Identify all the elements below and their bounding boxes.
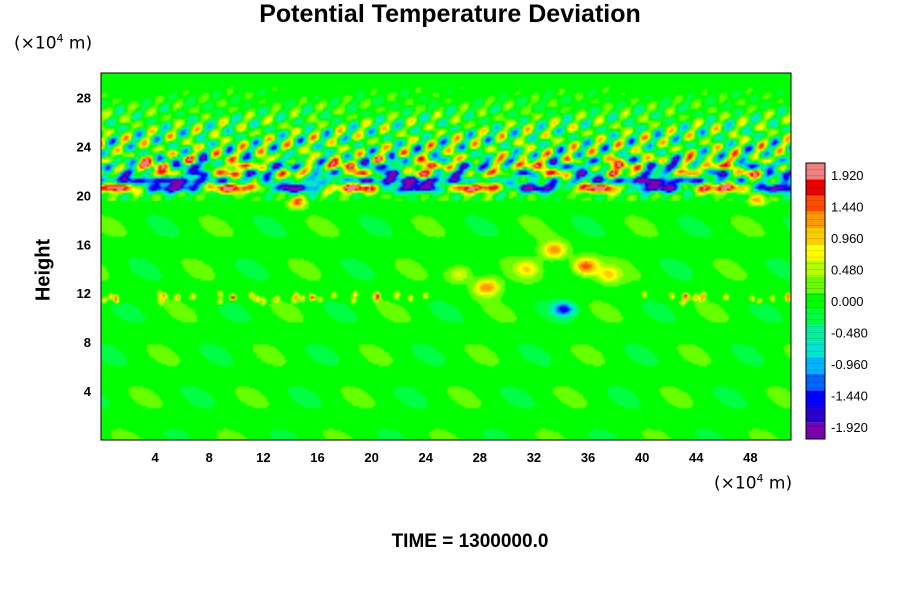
x-tick-label: 16 xyxy=(310,450,324,465)
colorbar-tick-label: 0.480 xyxy=(831,262,864,277)
x-tick-label: 40 xyxy=(635,450,649,465)
y-tick-label: 12 xyxy=(77,286,91,301)
colorbar-segment xyxy=(806,260,825,277)
x-tick-label: 4 xyxy=(152,450,160,465)
x-axis-unit: (×104 m) xyxy=(714,472,793,494)
x-tick-label: 12 xyxy=(256,450,270,465)
colorbar-segment xyxy=(806,422,825,439)
colorbar-tick-label: 0.960 xyxy=(831,231,864,246)
colorbar-segment xyxy=(806,374,825,391)
colorbar-tick-label: 1.920 xyxy=(831,168,864,183)
x-tick-label: 20 xyxy=(364,450,378,465)
x-tick-label: 28 xyxy=(473,450,487,465)
x-tick-label: 8 xyxy=(206,450,213,465)
colorbar-segment xyxy=(806,227,825,245)
colorbar-segment xyxy=(806,163,825,180)
colorbar-tick-label: -1.440 xyxy=(831,389,868,404)
y-tick-label: 20 xyxy=(77,188,91,203)
x-tick-label: 36 xyxy=(581,450,595,465)
colorbar-segment xyxy=(806,341,825,358)
colorbar-segment xyxy=(806,325,825,342)
colorbar-segment xyxy=(806,390,825,407)
colorbar-segment xyxy=(806,244,825,261)
y-tick-label: 28 xyxy=(77,90,91,105)
colorbar-segment xyxy=(806,179,825,196)
colorbar-tick-label: -0.960 xyxy=(831,357,868,372)
colorbar-segment xyxy=(806,309,825,326)
y-tick-label: 8 xyxy=(84,335,91,350)
colorbar-tick-label: -1.920 xyxy=(831,420,868,435)
chart-title: Potential Temperature Deviation xyxy=(259,0,641,28)
colorbar-tick-label: 1.440 xyxy=(831,199,864,214)
colorbar-frame xyxy=(805,162,826,440)
colorbar-segment xyxy=(806,292,825,310)
x-tick-label: 24 xyxy=(418,450,433,465)
y-tick-label: 16 xyxy=(77,237,91,252)
x-tick-label: 44 xyxy=(689,450,704,465)
colorbar-segment xyxy=(806,357,825,375)
colorbar-tick-label: 0.000 xyxy=(831,294,864,309)
colorbar-segment xyxy=(806,195,825,212)
colorbar-segment xyxy=(806,211,825,228)
colorbar xyxy=(805,162,826,440)
colorbar-segment xyxy=(806,406,825,423)
heatmap-field xyxy=(101,73,791,440)
colorbar-ticks: 1.920 1.440 0.960 0.480 0.000 -0.480 -0.960 -1.… xyxy=(831,168,868,435)
y-axis-unit: (×104 m) xyxy=(14,32,93,54)
x-axis-ticks: 4 8 12 16 20 24 28 32 36 40 44 48 xyxy=(152,450,758,465)
y-tick-label: 4 xyxy=(84,384,92,399)
colorbar-tick-label: -0.480 xyxy=(831,326,868,341)
x-tick-label: 48 xyxy=(743,450,757,465)
plot-frame xyxy=(100,72,792,441)
colorbar-segment xyxy=(806,276,825,293)
y-axis-ticks: 4 8 12 16 20 24 28 xyxy=(77,90,92,399)
x-tick-label: 32 xyxy=(527,450,541,465)
time-label: TIME = 1300000.0 xyxy=(391,531,549,552)
y-tick-label: 24 xyxy=(77,139,92,154)
